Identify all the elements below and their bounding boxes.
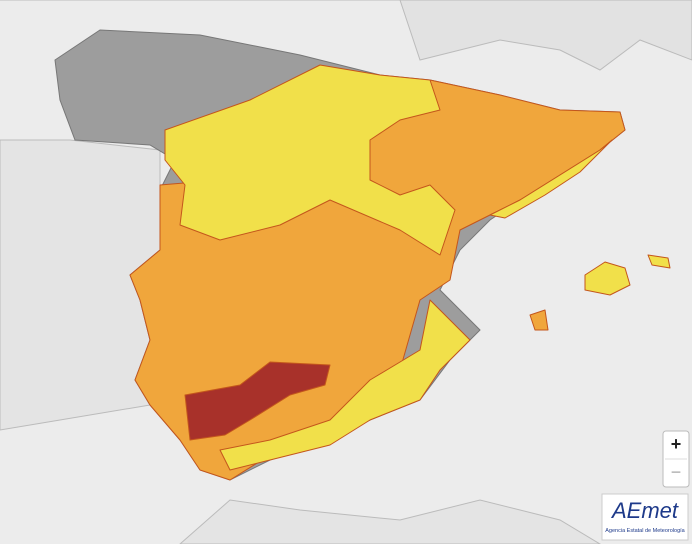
zoom-in[interactable]: + xyxy=(671,434,682,454)
morocco xyxy=(179,499,601,544)
mallorca xyxy=(584,261,631,296)
logo-subtitle: Agencia Estatal de Meteorología xyxy=(605,528,685,534)
ibiza xyxy=(529,309,549,331)
yellow-warning-north xyxy=(164,64,456,256)
red-warning xyxy=(184,361,331,441)
zoom-out[interactable]: − xyxy=(671,462,682,482)
france xyxy=(0,0,692,71)
yellow-warning-south xyxy=(219,299,471,471)
logo-box xyxy=(601,493,689,541)
logo-name: AEmet xyxy=(610,498,679,523)
yellow-warning-coast xyxy=(489,139,613,219)
menorca xyxy=(647,254,671,269)
